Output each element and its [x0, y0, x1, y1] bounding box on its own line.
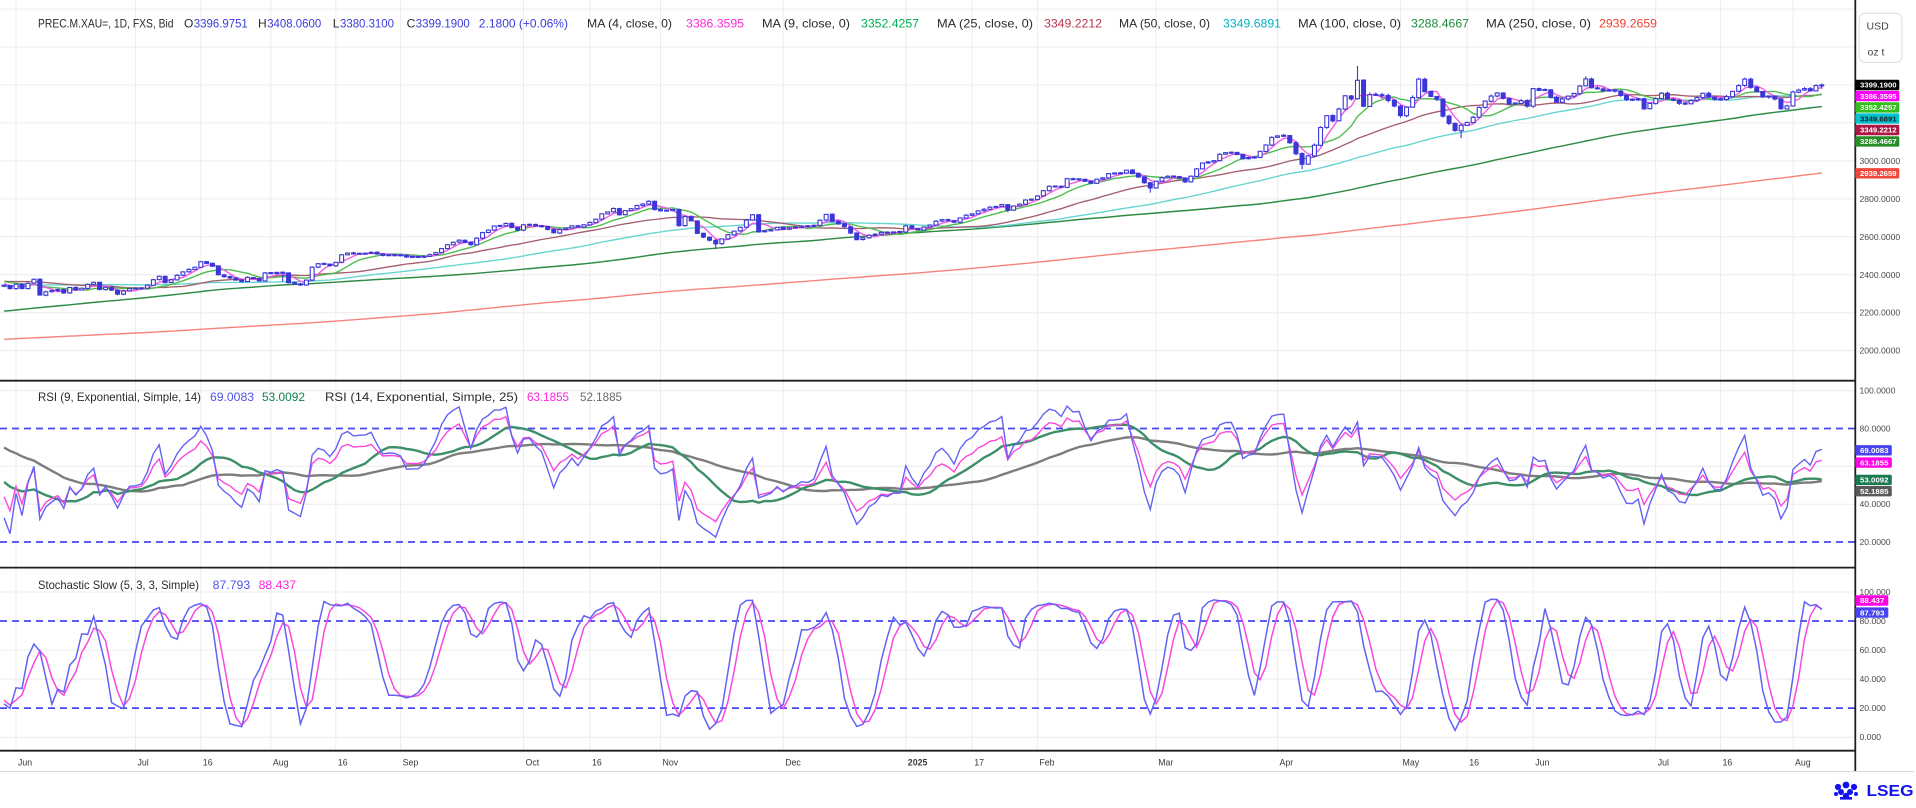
svg-text:52.1885: 52.1885 [1860, 487, 1889, 496]
svg-text:Stochastic Slow (5, 3, 3, Simp: Stochastic Slow (5, 3, 3, Simple) [38, 578, 199, 592]
svg-text:Aug: Aug [1795, 758, 1811, 768]
svg-text:3380.3100: 3380.3100 [340, 17, 394, 31]
svg-text:40.0000: 40.0000 [1860, 499, 1891, 509]
svg-text:MA (250, close, 0): MA (250, close, 0) [1486, 17, 1591, 31]
svg-text:53.0092: 53.0092 [262, 390, 305, 404]
svg-text:2800.0000: 2800.0000 [1860, 194, 1901, 204]
svg-text:69.0083: 69.0083 [210, 390, 254, 404]
svg-text:Aug: Aug [273, 758, 289, 768]
svg-text:3399.1900: 3399.1900 [416, 17, 470, 31]
svg-text:80.000: 80.000 [1860, 616, 1887, 626]
svg-text:20.0000: 20.0000 [1860, 537, 1891, 547]
svg-text:63.1855: 63.1855 [527, 390, 569, 404]
svg-text:MA (25, close, 0): MA (25, close, 0) [937, 17, 1033, 31]
svg-text:O: O [184, 17, 193, 31]
svg-text:100.0000: 100.0000 [1860, 386, 1896, 396]
svg-text:3396.9751: 3396.9751 [194, 17, 248, 31]
svg-text:16: 16 [1469, 758, 1479, 768]
svg-text:16: 16 [1723, 758, 1733, 768]
svg-text:Jun: Jun [1535, 758, 1549, 768]
svg-text:87.793: 87.793 [1860, 608, 1884, 617]
svg-text:3288.4667: 3288.4667 [1860, 137, 1897, 146]
svg-text:Nov: Nov [663, 758, 679, 768]
svg-text:C: C [407, 17, 416, 31]
svg-text:Oct: Oct [526, 758, 540, 768]
svg-text:80.0000: 80.0000 [1860, 424, 1891, 434]
svg-text:MA (4, close, 0): MA (4, close, 0) [587, 17, 672, 31]
svg-text:Jun: Jun [18, 758, 32, 768]
svg-text:3288.4667: 3288.4667 [1411, 17, 1469, 31]
svg-text:Apr: Apr [1280, 758, 1294, 768]
svg-text:2600.0000: 2600.0000 [1860, 232, 1901, 242]
svg-text:3399.1900: 3399.1900 [1860, 81, 1897, 90]
svg-text:RSI (9, Exponential, Simple, 1: RSI (9, Exponential, Simple, 14) [38, 390, 201, 404]
svg-text:USD: USD [1867, 21, 1890, 33]
svg-text:16: 16 [592, 758, 602, 768]
svg-text:60.000: 60.000 [1860, 645, 1887, 655]
svg-text:Dec: Dec [785, 758, 801, 768]
svg-text:88.437: 88.437 [259, 578, 297, 592]
svg-text:Sep: Sep [403, 758, 419, 768]
svg-text:Mar: Mar [1158, 758, 1173, 768]
svg-text:16: 16 [338, 758, 348, 768]
svg-text:0.000: 0.000 [1860, 732, 1882, 742]
svg-text:63.1855: 63.1855 [1860, 458, 1889, 467]
svg-text:RSI (14, Exponential, Simple,: RSI (14, Exponential, Simple, 25) [325, 390, 518, 404]
svg-text:3349.6891: 3349.6891 [1860, 114, 1897, 123]
svg-text:3386.3595: 3386.3595 [686, 17, 744, 31]
svg-text:2939.2659: 2939.2659 [1860, 169, 1897, 178]
svg-text:Feb: Feb [1039, 758, 1054, 768]
svg-text:oz t: oz t [1868, 47, 1885, 59]
svg-text:L: L [333, 17, 340, 31]
svg-text:2.1800 (+0.06%): 2.1800 (+0.06%) [479, 17, 568, 31]
svg-text:87.793: 87.793 [213, 578, 251, 592]
svg-text:20.000: 20.000 [1860, 703, 1887, 713]
svg-text:3349.2212: 3349.2212 [1860, 126, 1897, 135]
svg-text:3386.3595: 3386.3595 [1860, 92, 1897, 101]
svg-text:3349.2212: 3349.2212 [1044, 17, 1102, 31]
svg-text:MA (100, close, 0): MA (100, close, 0) [1298, 17, 1401, 31]
svg-text:52.1885: 52.1885 [580, 390, 622, 404]
svg-text:3352.4257: 3352.4257 [861, 17, 919, 31]
svg-text:2939.2659: 2939.2659 [1599, 17, 1657, 31]
svg-text:May: May [1403, 758, 1420, 768]
svg-text:MA (9, close, 0): MA (9, close, 0) [762, 17, 850, 31]
svg-text:H: H [258, 17, 267, 31]
svg-text:3352.4257: 3352.4257 [1860, 103, 1897, 112]
svg-text:40.000: 40.000 [1860, 674, 1887, 684]
svg-text:2000.0000: 2000.0000 [1860, 346, 1901, 356]
svg-text:2200.0000: 2200.0000 [1860, 308, 1901, 318]
svg-text:2400.0000: 2400.0000 [1860, 270, 1901, 280]
svg-text:17: 17 [974, 758, 984, 768]
svg-text:3408.0600: 3408.0600 [267, 17, 321, 31]
svg-text:16: 16 [203, 758, 213, 768]
svg-text:Jul: Jul [138, 758, 149, 768]
svg-text:88.437: 88.437 [1860, 596, 1884, 605]
svg-text:2025: 2025 [908, 758, 928, 768]
svg-text:53.0092: 53.0092 [1860, 476, 1889, 485]
svg-text:PREC.M.XAU=, 1D, FXS, Bid: PREC.M.XAU=, 1D, FXS, Bid [38, 17, 174, 31]
svg-text:3349.6891: 3349.6891 [1223, 17, 1281, 31]
svg-text:69.0083: 69.0083 [1860, 446, 1889, 455]
svg-text:MA (50, close, 0): MA (50, close, 0) [1119, 17, 1210, 31]
svg-text:3000.0000: 3000.0000 [1860, 156, 1901, 166]
svg-text:Jul: Jul [1658, 758, 1669, 768]
svg-text:100.000: 100.000 [1860, 587, 1891, 597]
svg-text:LSEG: LSEG [1867, 783, 1914, 800]
